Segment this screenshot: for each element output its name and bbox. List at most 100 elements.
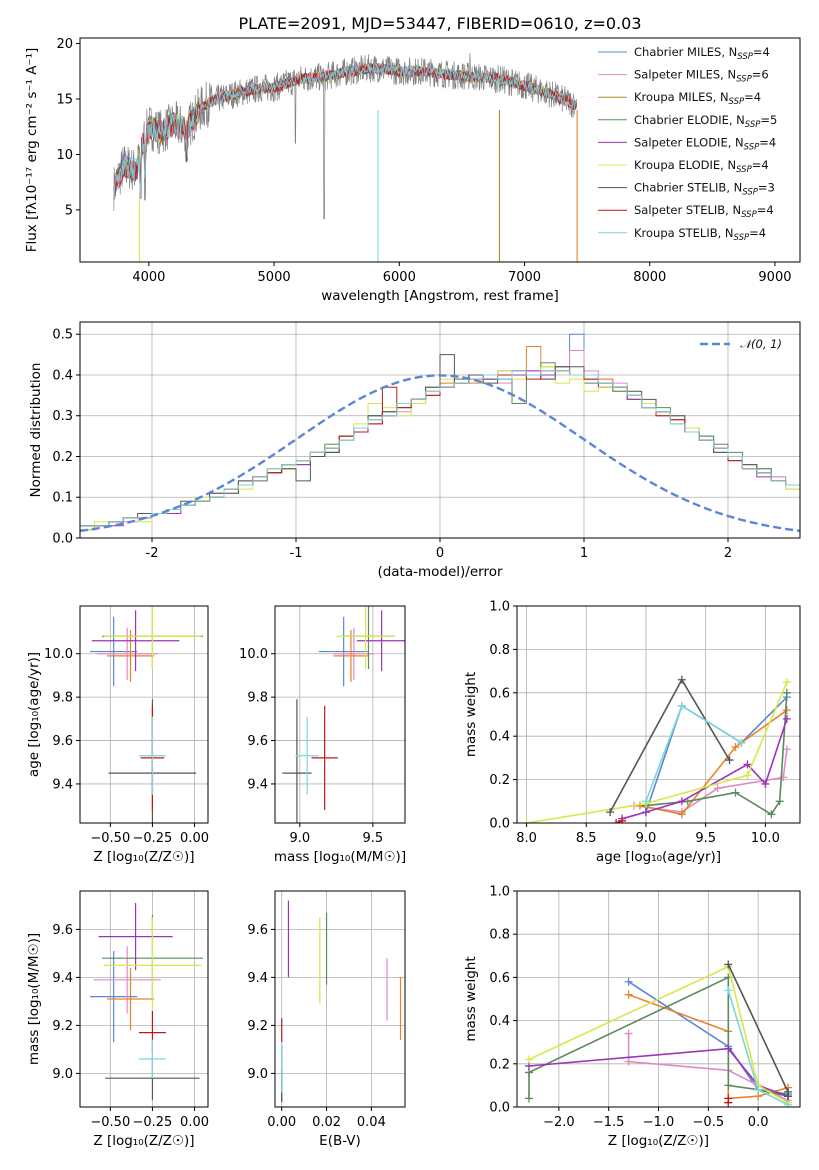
residual-histogram-step (80, 370, 800, 538)
residual-histogram-step (80, 362, 800, 538)
x-axis-label: Z [log₁₀(Z/Z☉)] (93, 849, 194, 865)
y-axis-label: age [log₁₀(age/yr)] (26, 652, 42, 777)
error-bar-point (356, 610, 405, 672)
legend-label-n: =4 (749, 226, 766, 240)
y-tick-label: 0.4 (489, 1014, 510, 1029)
y-tick-label: 9.4 (247, 777, 268, 792)
y-axis-label: mass weight (463, 672, 479, 757)
axes-weight_vs_age: 8.0 8.5 9.0 9.5 10.0 0.0 0.2 0.4 0.6 0.8 1.0 age [l… (463, 600, 801, 865)
error-bar-point (103, 917, 202, 1014)
mass-weight-marker (724, 1081, 733, 1090)
error-bar-point (106, 629, 155, 682)
legend-label-sub: SSP (745, 120, 761, 130)
legend-label-sub: SSP (734, 233, 750, 243)
x-axis-label: E(B-V) (319, 1133, 361, 1149)
x-tick-label: −0.50 (90, 1115, 130, 1130)
mass-weight-marker (618, 816, 627, 823)
legend-label: 𝒩(0, 1) (740, 337, 782, 351)
y-tick-label: 0.0 (489, 817, 510, 832)
legend-label-n: =4 (757, 203, 774, 217)
legend-label-n: =5 (760, 113, 777, 127)
error-bar-point (336, 606, 395, 669)
legend-label-n: =3 (758, 181, 775, 195)
legend-label: Salpeter STELIB, NSSP=4 (634, 203, 774, 220)
y-tick-label: 0.2 (52, 450, 73, 465)
y-tick-label: 9.0 (52, 1067, 73, 1082)
axes-age_vs_mass: 9.0 9.5 9.4 9.6 9.8 10.0 mass [log₁₀(M/M☉)] (239, 605, 406, 865)
plot-area-age_vs_mass (282, 606, 405, 823)
legend-label-n: =4 (744, 90, 761, 104)
mass-weight-marker (624, 1057, 633, 1066)
legend-label-n: =4 (753, 45, 770, 59)
x-tick-label: 0.04 (357, 1115, 386, 1130)
mass-weight-marker (677, 701, 686, 710)
error-bar-point (90, 951, 138, 1043)
x-axis-label: (data-model)/error (377, 564, 503, 580)
x-axis-label: Z [log₁₀(Z/Z☉)] (93, 1133, 194, 1149)
x-axis-label: Z [log₁₀(Z/Z☉)] (608, 1133, 709, 1149)
y-tick-label: 20 (56, 37, 73, 52)
x-tick-label: 0.00 (180, 1115, 209, 1130)
y-tick-label: 9.6 (52, 923, 73, 938)
mass-weight-marker (724, 1044, 733, 1053)
x-tick-label: 6000 (383, 270, 416, 285)
legend-label: Salpeter ELODIE, NSSP=4 (634, 135, 776, 152)
y-tick-label: 0.2 (489, 773, 510, 788)
y-tick-label: 10.0 (44, 647, 73, 662)
error-bar-point (98, 903, 173, 971)
y-tick-label: 0.2 (489, 1057, 510, 1072)
y-tick-label: 0.8 (489, 643, 510, 658)
axes-frame (79, 890, 209, 1108)
x-tick-label: 2 (724, 546, 732, 561)
axes-spectrum: 4000 5000 6000 7000 8000 9000 5 10 15 20 wavelengt… (24, 14, 801, 304)
legend: Chabrier MILES, NSSP=4 Salpeter MILES, N S… (598, 45, 777, 243)
normal-reference-curve (80, 374, 800, 533)
mass-weight-marker (641, 797, 650, 806)
legend-label-name: Salpeter MILES, N (634, 68, 736, 82)
error-bar-point (318, 616, 369, 687)
axes-weight_vs_Z: −2.0 −1.5 −1.0 −0.5 0.0 0.0 0.2 0.4 0.6 0.8 1.0 Z [… (463, 885, 801, 1149)
plot-area-residuals (80, 333, 800, 538)
y-axis-label: mass weight (463, 956, 479, 1041)
axes-mass_vs_ebv: 0.00 0.02 0.04 9.0 9.2 9.4 9.6 E(B-V) (247, 890, 406, 1149)
mass-weight-marker (612, 819, 621, 823)
y-tick-label: 9.4 (52, 777, 73, 792)
mass-weight-marker (524, 1094, 533, 1103)
y-tick-label: 9.6 (52, 734, 73, 749)
legend-label: Kroupa MILES, NSSP=4 (634, 90, 761, 107)
residual-histogram-step (80, 370, 800, 538)
legend-label-sub: SSP (736, 165, 752, 175)
legend-label-name: Chabrier STELIB, N (634, 181, 742, 195)
axes-residuals: -2 -1 0 1 2 0.0 0.1 0.2 0.3 0.4 0.5 (data-model)/er… (28, 321, 801, 580)
y-axis-label: mass [log₁₀(M/M☉)] (26, 933, 42, 1065)
plot-area-mass_vs_Z (90, 903, 203, 1100)
x-tick-label: 9.5 (695, 831, 716, 846)
error-bar-point (106, 967, 155, 1031)
mass-weight-line (621, 718, 788, 820)
chart-title: PLATE=2091, MJD=53447, FIBERID=0610, z=0… (238, 14, 641, 33)
x-tick-label: 10.0 (751, 831, 780, 846)
legend-label: Chabrier ELODIE, NSSP=5 (634, 113, 777, 130)
y-tick-label: 0.4 (52, 368, 73, 383)
mass-weight-marker (782, 745, 791, 754)
mass-weight-line (528, 976, 789, 1099)
y-tick-label: 9.2 (247, 1019, 268, 1034)
mass-weight-marker (743, 771, 752, 780)
legend-label: Chabrier MILES, NSSP=4 (634, 45, 770, 62)
x-axis-label: mass [log₁₀(M/M☉)] (274, 849, 406, 865)
y-tick-label: 0.8 (489, 928, 510, 943)
legend-label-name: Salpeter STELIB, N (634, 203, 741, 217)
y-tick-label: 0.3 (52, 409, 73, 424)
x-tick-label: −0.50 (90, 831, 130, 846)
mass-weight-marker (724, 986, 733, 995)
axes-frame (79, 37, 801, 263)
mass-weight-marker (731, 743, 740, 752)
model-spectrum-line (113, 62, 577, 200)
legend-label-sub: SSP (729, 97, 745, 107)
x-tick-label: -1 (290, 546, 303, 561)
mass-weight-marker (761, 779, 770, 788)
y-tick-label: 0.0 (489, 1101, 510, 1116)
mass-weight-marker (606, 808, 615, 817)
x-tick-label: 8.0 (516, 831, 537, 846)
x-axis-label: wavelength [Angstrom, rest frame] (321, 288, 559, 304)
